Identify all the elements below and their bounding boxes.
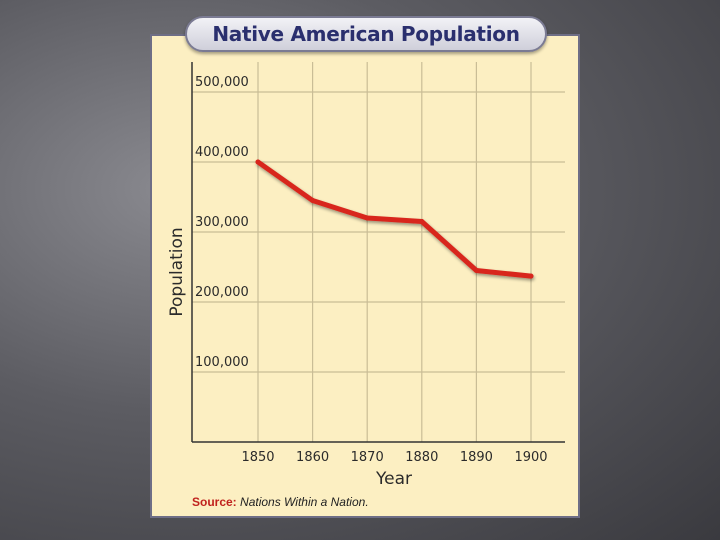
- series-line-0: [255, 159, 534, 279]
- data-point: [528, 273, 534, 279]
- y-axis-label: Population: [167, 227, 187, 316]
- data-point: [255, 159, 261, 165]
- chart-title-banner: Native American Population: [185, 16, 547, 52]
- y-tick-label: 300,000: [195, 215, 249, 230]
- axes: [191, 62, 565, 443]
- data-point: [419, 219, 425, 224]
- x-tick-label: 1850: [241, 450, 274, 465]
- x-axis-label: Year: [375, 469, 412, 489]
- x-tick-label: 1880: [405, 450, 438, 465]
- source-label: Source:: [192, 495, 237, 509]
- x-tick-label: 1860: [296, 450, 329, 465]
- grid-lines: [192, 62, 565, 442]
- x-tick-label: 1900: [514, 450, 547, 465]
- x-tick-label: 1890: [460, 450, 493, 465]
- data-point: [364, 215, 370, 221]
- source-value: Nations Within a Nation.: [240, 495, 369, 509]
- y-tick-label: 400,000: [195, 145, 249, 160]
- data-point: [473, 268, 479, 273]
- tick-labels: 100,000 200,000 300,000 400,000 500,000 1850 1…: [195, 75, 548, 465]
- y-tick-label: 100,000: [195, 355, 249, 370]
- data-point: [310, 198, 316, 203]
- y-tick-label: 200,000: [195, 285, 249, 300]
- source-note: Source: Nations Within a Nation.: [192, 495, 369, 509]
- y-tick-label: 500,000: [195, 75, 249, 90]
- x-tick-label: 1870: [351, 450, 384, 465]
- chart-title: Native American Population: [212, 22, 520, 46]
- series-population: [255, 159, 534, 279]
